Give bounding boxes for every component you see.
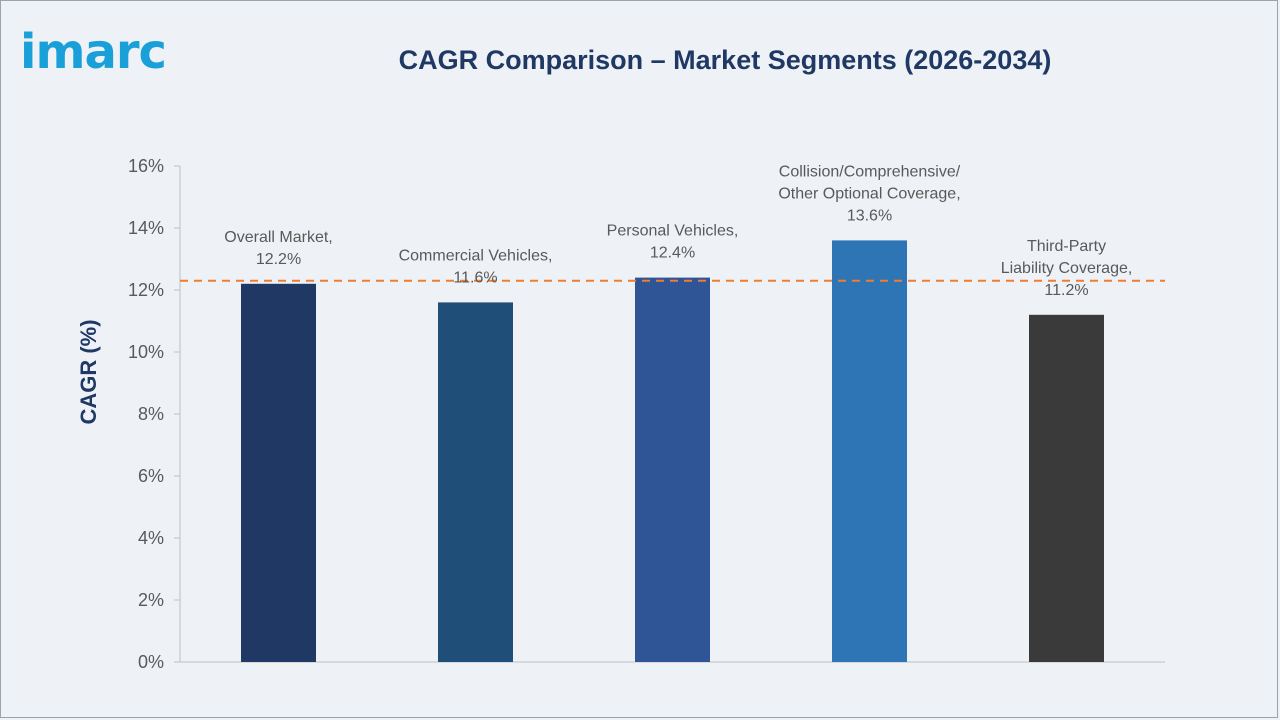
y-axis-label: CAGR (%): [76, 319, 101, 424]
y-tick-label: 16%: [128, 156, 164, 176]
bar-3: [635, 277, 710, 662]
bar-5: [1029, 314, 1104, 662]
y-tick-label: 14%: [128, 218, 164, 238]
bar-data-label: 11.2%: [1044, 282, 1088, 299]
chart-axes: 0% 2% 4% 6% 8% 10% 12% 14% 16%: [128, 156, 1165, 672]
bar-data-label: 11.6%: [453, 269, 497, 286]
y-tick-label: 12%: [128, 280, 164, 300]
bar-data-label: Personal Vehicles,: [607, 223, 739, 240]
bar-4: [832, 240, 907, 662]
bar-2: [438, 302, 513, 662]
bar-data-label: Other Optional Coverage,: [778, 185, 960, 202]
bar-data-label: Third-Party: [1027, 238, 1106, 255]
y-tick-label: 10%: [128, 342, 164, 362]
bar-data-label: 12.2%: [256, 251, 301, 268]
chart-data-labels: Overall Market, 12.2% Commercial Vehicles,…: [224, 163, 1132, 298]
chart-bars: [180, 240, 1165, 662]
y-tick-label: 2%: [138, 590, 164, 610]
bar-data-label: 13.6%: [847, 207, 892, 224]
bar-1: [241, 283, 316, 662]
bar-data-label: 12.4%: [650, 245, 695, 262]
chart-title: CAGR Comparison – Market Segments (2026-…: [398, 45, 1052, 75]
bar-data-label: Overall Market,: [224, 229, 332, 246]
bar-data-label: Commercial Vehicles,: [399, 247, 553, 264]
bar-data-label: Liability Coverage,: [1001, 260, 1133, 277]
y-tick-label: 0%: [138, 652, 164, 672]
bar-data-label: Collision/Comprehensive/: [779, 163, 961, 180]
y-tick-label: 4%: [138, 528, 164, 548]
y-tick-label: 8%: [138, 404, 164, 424]
imarc-logo: imarc: [20, 24, 167, 80]
y-tick-label: 6%: [138, 466, 164, 486]
